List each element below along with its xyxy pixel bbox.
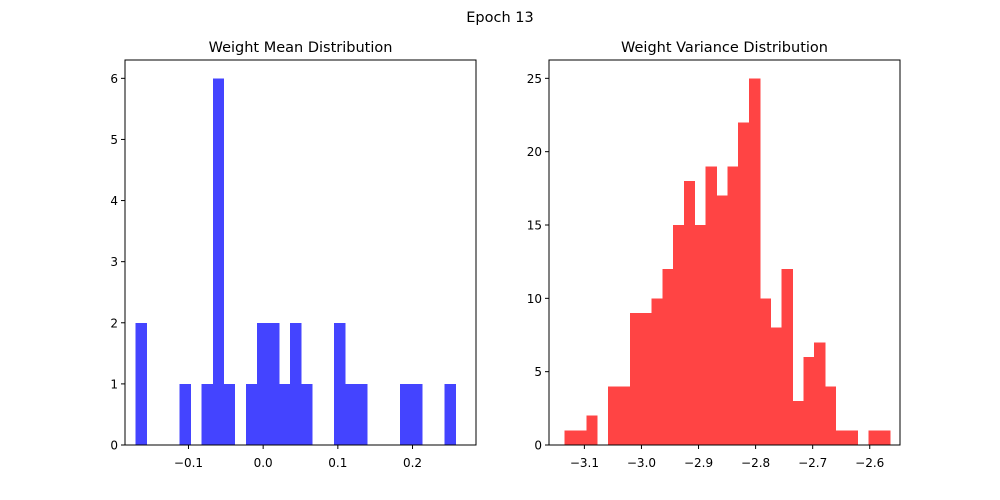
chart-weight-variance: Weight Variance Distribution 0510152025 …	[527, 40, 901, 470]
histogram-bar	[345, 383, 357, 445]
y-tick-label: 0	[110, 439, 118, 453]
y-tick-label: 0	[534, 439, 542, 453]
histogram-bar	[705, 166, 717, 445]
histogram-bar	[564, 430, 576, 445]
histogram-bar	[792, 401, 804, 445]
y-axis-ticks: 0 5 10 15 20 25	[527, 72, 549, 453]
histogram-bar	[300, 383, 313, 445]
histogram-bar	[289, 322, 302, 445]
x-tick-label: 0.1	[328, 456, 347, 470]
histogram-bar	[662, 269, 674, 445]
histogram-bar	[868, 430, 880, 445]
x-tick-label: −0.1	[174, 456, 203, 470]
y-tick-label: 4	[110, 194, 118, 208]
y-tick-label: 20	[527, 145, 542, 159]
x-tick-label: −2.8	[741, 456, 770, 470]
histogram-bar	[608, 386, 620, 445]
histogram-bar	[267, 322, 280, 445]
x-tick-label: −2.7	[798, 456, 827, 470]
y-tick-label: 6	[110, 72, 118, 86]
y-tick-label: 10	[527, 292, 542, 306]
histogram-bar	[749, 78, 761, 445]
histogram-bar	[201, 383, 214, 445]
histogram-bar	[824, 386, 837, 445]
histogram-bar	[411, 383, 423, 445]
plot-frame	[548, 59, 901, 446]
histogram-bar	[683, 181, 696, 445]
histogram-bar	[651, 298, 663, 445]
chart-weight-mean: Weight Mean Distribution 0 1 2 3 4 5 6 −0.1 0.0…	[110, 40, 477, 470]
histogram-bar	[135, 322, 147, 445]
x-tick-label: 0.2	[403, 456, 422, 470]
bars	[135, 78, 456, 445]
x-axis-ticks: −0.1 0.0 0.1 0.2	[174, 445, 422, 470]
plot-frame	[124, 59, 477, 446]
histogram-bar	[759, 298, 772, 445]
x-tick-label: −2.9	[684, 456, 713, 470]
figure-suptitle: Epoch 13	[466, 10, 533, 26]
histogram-bar	[846, 430, 858, 445]
histogram-bar	[212, 78, 225, 445]
histogram-bar	[444, 383, 456, 445]
y-tick-label: 25	[527, 72, 542, 86]
histogram-bar	[223, 383, 236, 445]
histogram-bar	[879, 430, 891, 445]
histogram-bar	[781, 269, 793, 445]
histogram-bar	[716, 195, 728, 445]
x-axis-ticks: −3.1 −3.0 −2.9 −2.8 −2.7 −2.6	[570, 445, 884, 470]
histogram-bar	[738, 122, 750, 445]
histogram-bar	[400, 383, 412, 445]
histogram-bar	[179, 383, 192, 445]
y-tick-label: 5	[110, 133, 118, 147]
histogram-bar	[629, 313, 641, 445]
histogram-bar	[640, 313, 652, 445]
x-tick-label: −2.6	[855, 456, 884, 470]
histogram-bar	[694, 225, 707, 445]
histogram-bar	[256, 322, 269, 445]
histogram-bar	[334, 322, 346, 445]
histogram-bar	[835, 430, 848, 445]
histogram-bar	[278, 383, 291, 445]
histogram-bar	[803, 357, 815, 445]
y-tick-label: 5	[534, 365, 542, 379]
histogram-bar	[727, 166, 739, 445]
y-tick-label: 15	[527, 219, 542, 233]
y-tick-label: 2	[110, 316, 118, 330]
y-tick-label: 3	[110, 255, 118, 269]
histogram-bar	[673, 225, 685, 445]
histogram-bar	[770, 327, 782, 445]
chart-title: Weight Mean Distribution	[209, 40, 393, 56]
x-tick-label: −3.1	[570, 456, 599, 470]
histogram-bar	[618, 386, 631, 445]
histogram-bar	[814, 342, 826, 445]
y-tick-label: 1	[110, 377, 118, 391]
x-tick-label: −3.0	[627, 456, 656, 470]
histogram-bar	[245, 383, 258, 445]
chart-title: Weight Variance Distribution	[621, 40, 828, 56]
histogram-bar	[586, 415, 598, 445]
y-axis-ticks: 0 1 2 3 4 5 6	[110, 72, 125, 453]
bars	[564, 78, 891, 445]
histogram-bar	[575, 430, 587, 445]
x-tick-label: 0.0	[254, 456, 273, 470]
histogram-bar	[356, 383, 368, 445]
